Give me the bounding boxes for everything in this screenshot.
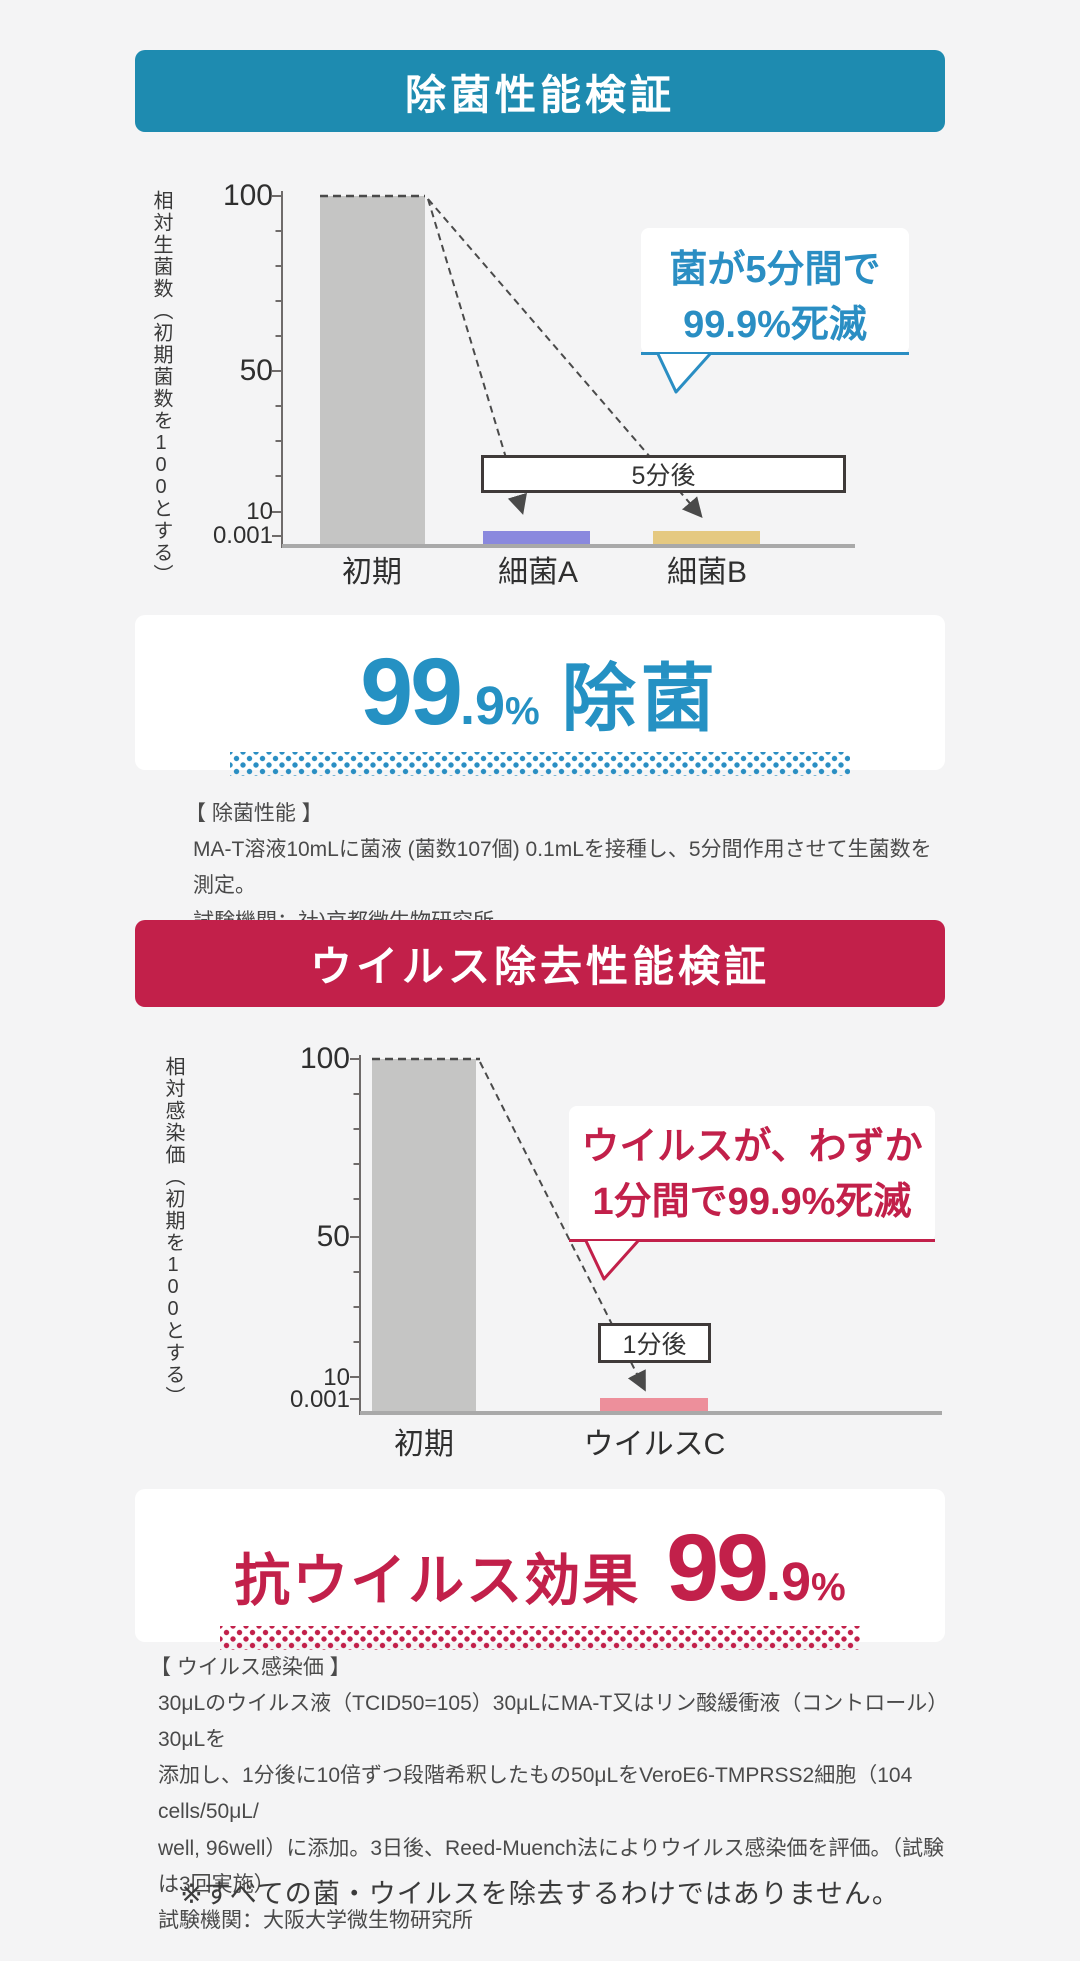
callout-bubble-sterilization: 菌が5分間で 99.9%死滅 [641,228,909,354]
result-suffix: 除菌 [561,657,720,740]
callout-tail [656,354,712,394]
footnote-line: well, 96well）に添加。3日後、Reed-Muench法によりウイルス… [158,1836,945,1896]
virus-chart [350,1055,942,1415]
result-value-int: 99 [666,1515,769,1621]
ytick-100: 100 [299,1042,350,1075]
dashed-connector-bacteria-a [427,198,527,515]
result-line: 抗ウイルス効果 99.9% [135,1521,945,1616]
footnote-line: MA-T溶液10mLに菌液 (菌数107個) 0.1mLを接種し、5分間作用させ… [193,838,932,898]
time-badge-5min: 5分後 [481,455,846,493]
callout-bubble-virus: ウイルスが、わずか 1分間で99.9%死滅 [569,1106,935,1242]
result-line: 99.9% 除菌 [135,645,945,740]
callout-line1: 菌が5分間で [669,249,881,291]
sterilization-header: 除菌性能検証 [135,50,945,132]
result-prefix: 抗ウイルス効果 [234,1549,641,1612]
bar-initial [320,196,425,544]
footnote-line: 添加し、1分後に10倍ずつ段階希釈したもの50μLをVeroE6-TMPRSS2… [158,1764,913,1824]
footnote-sterilization: 【 除菌性能 】 MA-T溶液10mLに菌液 (菌数107個) 0.1mLを接種… [185,796,945,940]
bar-initial [372,1059,476,1411]
result-value-int: 99 [360,639,463,745]
footnote-virus: 【 ウイルス感染価 】 30μLのウイルス液（TCID50=105）30μLにM… [150,1650,950,1939]
footnote-title: 【 ウイルス感染価 】 [150,1656,351,1679]
xlabel-initial: 初期 [394,1428,454,1461]
footnote-line: 30μLのウイルス液（TCID50=105）30μLにMA-T又はリン酸緩衝液（… [158,1692,949,1752]
ytick-0001: 0.001 [289,1386,350,1413]
y-axis-label: 相対生菌数（初期菌数を100とする） [150,190,172,586]
dotted-band [220,1626,860,1650]
y-axis-ticks [272,195,282,537]
result-percent-sign: % [505,690,540,733]
result-box-sterilization: 99.9% 除菌 [135,615,945,776]
bar-virus-c [600,1398,708,1411]
sterilization-chart [272,191,855,548]
callout-underline [569,1239,935,1242]
bar-bacteria-a [483,531,590,544]
callout-underline [641,352,909,355]
y-axis-label: 相対感染価（初期を100とする） [162,1056,184,1408]
callout-line2: 1分間で99.9%死滅 [592,1181,912,1224]
result-value-dec: .9 [459,676,506,736]
ytick-0001: 0.001 [212,522,273,549]
disclaimer-note: ※すべての菌・ウイルスを除去するわけではありません。 [180,1879,900,1909]
y-axis-ticks [350,1058,360,1400]
xlabel-bacteria-b: 細菌B [666,556,747,589]
ytick-10: 10 [323,1364,350,1391]
callout-tail [584,1241,640,1281]
virus-header: ウイルス除去性能検証 [135,920,945,1007]
result-box-virus: 抗ウイルス効果 99.9% [135,1489,945,1650]
bar-bacteria-b [653,531,760,544]
ytick-50: 50 [239,354,273,387]
footnote-title: 【 除菌性能 】 [185,802,323,825]
xlabel-bacteria-a: 細菌A [497,556,578,589]
result-value-dec: .9 [765,1552,812,1612]
callout-line2: 99.9%死滅 [683,304,867,347]
callout-line1: ウイルスが、わずか [581,1126,923,1168]
xlabel-virus-c: ウイルスC [583,1428,726,1461]
ytick-10: 10 [246,498,273,525]
dashed-connector-bacteria-b [427,198,703,519]
ytick-100: 100 [222,179,273,212]
footnote-line: 試験機関：大阪大学微生物研究所 [158,1908,473,1932]
dotted-band [230,752,850,776]
result-percent-sign: % [811,1566,846,1609]
xlabel-initial: 初期 [342,556,402,589]
time-badge-1min: 1分後 [598,1323,711,1363]
ytick-50: 50 [316,1220,350,1253]
